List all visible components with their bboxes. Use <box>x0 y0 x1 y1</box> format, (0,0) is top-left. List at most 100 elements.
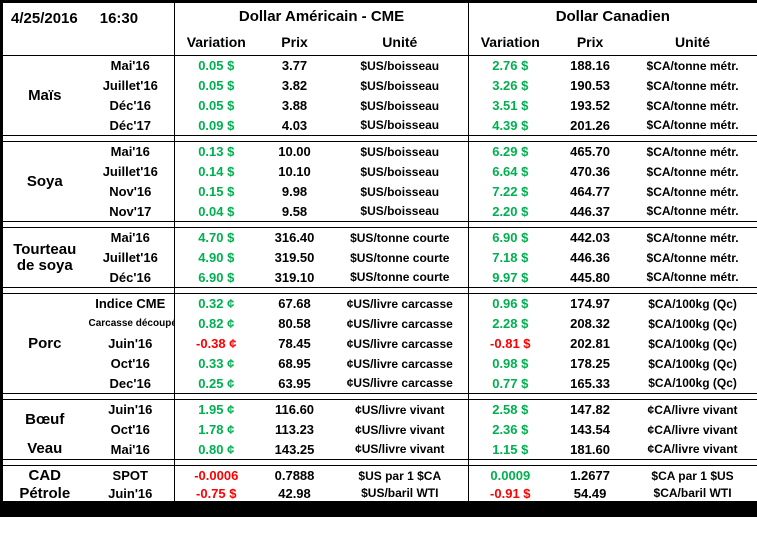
contract-month-cell: Oct'16 <box>110 356 150 371</box>
contract-month-cell: SPOT <box>112 468 148 484</box>
date-label: 4/25/2016 <box>11 10 78 27</box>
price-cell-us: 316.40 <box>274 230 315 246</box>
price-cell-us: 0.7888 <box>274 468 315 484</box>
variation-cell-ca: 7.22 $ <box>468 181 552 202</box>
price-cell-ca: 54.49 <box>573 485 607 501</box>
contract-month-cell: Juillet'16 <box>102 250 158 265</box>
price-cell-us: 143.25 <box>274 441 315 457</box>
separator-cell <box>468 393 757 400</box>
contract-month-cell: Déc'16 <box>109 98 151 113</box>
price-cell-us: 3.82 <box>281 78 308 93</box>
unit-cell-us: ¢US/livre carcasse <box>346 376 453 391</box>
variation-cell-us: 1.95 ¢ <box>174 399 258 420</box>
variation-cell-us: 0.13 $ <box>174 141 258 162</box>
unit-cell-ca: $CA/tonne métr. <box>646 204 739 219</box>
unit-cell-us: ¢US/livre carcasse <box>346 316 453 331</box>
unit-cell-ca: $CA/baril WTI <box>653 486 732 501</box>
variation-cell-ca: 0.0009 <box>468 465 552 486</box>
price-cell-ca: 445.80 <box>570 269 610 285</box>
commodity-name-cell: Bœuf <box>25 410 65 428</box>
futures-price-table: 4/25/2016 16:30 Dollar Américain - CME D… <box>0 0 757 518</box>
price-cell-ca: 446.36 <box>570 250 610 265</box>
variation-cell-ca: -0.91 $ <box>468 485 552 510</box>
group-separator <box>1 221 757 228</box>
unit-cell-ca: $CA/tonne métr. <box>646 184 739 199</box>
contract-month-cell: Mai'16 <box>110 230 150 246</box>
price-cell-us: 68.95 <box>278 356 311 371</box>
price-cell-ca: 442.03 <box>570 230 610 246</box>
unit-cell-ca: $CA/tonne métr. <box>646 58 739 73</box>
commodity-name-cell: Porc <box>28 334 62 352</box>
table-row: Bœuf Juin'16 1.95 ¢ 116.60 ¢US/livre vivant 2… <box>2 399 757 427</box>
price-cell-us: 78.45 <box>278 336 311 351</box>
unit-cell-us: ¢US/livre carcasse <box>346 296 453 311</box>
variation-cell-ca: 0.96 $ <box>468 293 552 314</box>
datetime-cell: 4/25/2016 16:30 <box>1 1 175 56</box>
contract-month-cell: Oct'16 <box>110 422 150 437</box>
contract-month-cell: Mai'16 <box>110 441 150 457</box>
unit-cell-us: $US/tonne courte <box>350 230 450 245</box>
table-row: Juillet'16 0.05 $ 3.82 $US/boisseau 3.26 $ 19… <box>2 75 757 96</box>
variation-cell-ca: 3.51 $ <box>468 95 552 116</box>
unit-cell-us: $US/baril WTI <box>361 486 439 501</box>
price-cell-us: 67.68 <box>278 296 311 312</box>
group-separator <box>1 393 757 400</box>
price-cell-ca: 201.26 <box>570 117 610 133</box>
column-header-unite-ca: Unité <box>628 29 757 56</box>
contract-month-cell: Nov'17 <box>109 203 152 219</box>
group-separator <box>1 459 757 466</box>
price-cell-ca: 190.53 <box>570 78 610 93</box>
table-row: Dec'16 0.25 ¢ 63.95 ¢US/livre carcasse 0.77 … <box>2 373 757 394</box>
separator-cell <box>174 393 469 400</box>
separator-cell <box>1 459 175 466</box>
price-cell-ca: 193.52 <box>570 98 610 113</box>
variation-cell-ca: 0.77 $ <box>468 373 552 394</box>
variation-cell-us: 4.90 $ <box>174 247 258 268</box>
price-cell-us: 3.88 <box>281 98 308 113</box>
unit-cell-us: ¢US/livre vivant <box>355 442 445 457</box>
table-row: Nov'16 0.15 $ 9.98 $US/boisseau 7.22 $ 464.77… <box>2 181 757 202</box>
variation-cell-us: 0.15 $ <box>174 181 258 202</box>
unit-cell-us: ¢US/livre carcasse <box>346 356 453 371</box>
price-cell-us: 3.77 <box>281 58 308 74</box>
variation-cell-us: 0.04 $ <box>174 201 258 222</box>
unit-cell-us: ¢US/livre carcasse <box>346 336 453 351</box>
price-cell-us: 9.98 <box>281 184 308 199</box>
contract-month-cell: Indice CME <box>95 296 166 312</box>
unit-cell-ca: $CA/tonne métr. <box>646 118 739 133</box>
unit-cell-ca: ¢CA/livre vivant <box>647 402 738 417</box>
unit-cell-ca: $CA/tonne métr. <box>646 144 739 159</box>
variation-cell-us: 4.70 $ <box>174 227 258 248</box>
separator-cell <box>174 135 469 142</box>
variation-cell-us: 0.33 ¢ <box>174 353 258 374</box>
ca-section-title: Dollar Canadien <box>468 1 757 30</box>
commodity-name-cell: Veau <box>27 440 63 458</box>
contract-month-cell: Carcasse découpée <box>88 318 175 329</box>
unit-cell-us: $US/boisseau <box>360 98 440 113</box>
unit-cell-ca: $CA/tonne métr. <box>646 78 739 93</box>
unit-cell-ca: $CA/100kg (Qc) <box>648 356 737 371</box>
contract-month-cell: Juin'16 <box>108 402 153 418</box>
variation-cell-ca: 2.58 $ <box>468 399 552 420</box>
unit-cell-ca: ¢CA/livre vivant <box>647 422 738 437</box>
separator-cell <box>1 135 175 142</box>
unit-cell-ca: $CA/100kg (Qc) <box>648 376 737 391</box>
commodity-name-cell: Soya <box>26 172 63 190</box>
variation-cell-ca: 2.76 $ <box>468 55 552 76</box>
price-cell-ca: 1.2677 <box>570 468 610 484</box>
contract-month-cell: Nov'16 <box>109 184 152 199</box>
column-header-prix-us: Prix <box>257 29 332 56</box>
contract-month-cell: Mai'16 <box>110 144 150 160</box>
price-cell-us: 80.58 <box>278 316 311 331</box>
variation-cell-us: -0.0006 <box>174 465 258 486</box>
unit-cell-us: ¢US/livre vivant <box>355 402 445 417</box>
table-row: Juin'16 -0.38 ¢ 78.45 ¢US/livre carcasse -0.… <box>2 333 757 354</box>
table-row: Juillet'16 0.14 $ 10.10 $US/boisseau 6.64 $ 4… <box>2 161 757 182</box>
unit-cell-ca: $CA/100kg (Qc) <box>648 336 737 351</box>
table-row: Déc'16 0.05 $ 3.88 $US/boisseau 3.51 $ 193.52… <box>2 95 757 116</box>
table-row: Veau Mai'16 0.80 ¢ 143.25 ¢US/livre vivant 1.… <box>2 439 757 460</box>
price-cell-us: 116.60 <box>274 402 315 418</box>
datetime: 4/25/2016 16:30 <box>11 10 138 27</box>
variation-cell-ca: 4.39 $ <box>468 115 552 136</box>
